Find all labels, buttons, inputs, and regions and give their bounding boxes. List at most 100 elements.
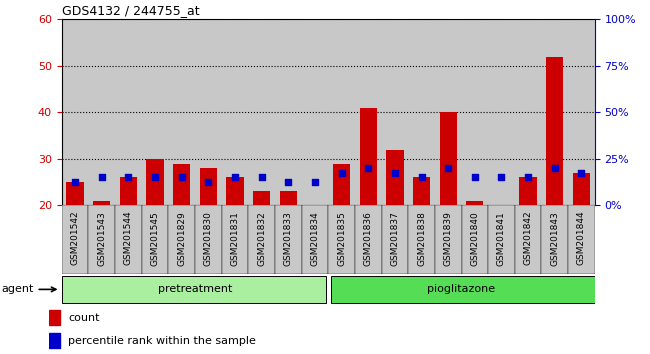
Text: GSM201544: GSM201544	[124, 211, 133, 266]
Point	[310, 179, 320, 185]
Bar	[435, 205, 462, 274]
Point	[203, 179, 213, 185]
Bar	[168, 19, 195, 205]
Point	[577, 170, 587, 176]
FancyBboxPatch shape	[331, 276, 595, 303]
Bar	[173, 164, 190, 205]
Bar	[88, 19, 115, 205]
Bar	[541, 19, 568, 205]
Bar	[142, 205, 168, 274]
Bar	[222, 19, 248, 205]
Bar	[49, 310, 60, 325]
Bar	[328, 19, 355, 205]
Text: GSM201545: GSM201545	[151, 211, 159, 266]
Bar	[568, 19, 595, 205]
Point	[256, 175, 267, 180]
Bar	[435, 19, 462, 205]
Text: GDS4132 / 244755_at: GDS4132 / 244755_at	[62, 4, 200, 17]
FancyBboxPatch shape	[62, 276, 326, 303]
Point	[70, 179, 81, 185]
Bar	[568, 205, 595, 274]
Bar	[462, 205, 488, 274]
Text: pioglitazone: pioglitazone	[428, 284, 495, 295]
Bar	[515, 205, 541, 274]
Bar	[248, 19, 275, 205]
Bar	[466, 201, 484, 205]
Text: GSM201829: GSM201829	[177, 211, 186, 266]
Text: GSM201841: GSM201841	[497, 211, 506, 266]
Bar	[515, 19, 541, 205]
Bar	[62, 19, 88, 205]
Point	[417, 175, 427, 180]
Bar	[115, 205, 142, 274]
Point	[523, 175, 533, 180]
Bar	[546, 57, 564, 205]
Bar	[195, 205, 222, 274]
Bar	[541, 205, 568, 274]
Bar	[519, 177, 537, 205]
Point	[177, 175, 187, 180]
Bar	[62, 205, 88, 274]
Bar	[382, 205, 408, 274]
Bar	[93, 201, 110, 205]
Point	[230, 175, 240, 180]
Bar	[408, 19, 435, 205]
Point	[337, 170, 347, 176]
Bar	[88, 205, 115, 274]
Bar	[462, 19, 488, 205]
Bar	[275, 19, 302, 205]
Bar	[66, 182, 84, 205]
Bar	[275, 205, 302, 274]
Text: GSM201842: GSM201842	[524, 211, 532, 266]
Bar	[302, 205, 328, 274]
Bar	[355, 19, 382, 205]
Text: agent: agent	[1, 284, 56, 295]
Text: GSM201844: GSM201844	[577, 211, 586, 266]
Bar	[248, 205, 275, 274]
Bar	[302, 19, 328, 205]
Text: count: count	[68, 313, 99, 323]
Bar	[488, 19, 515, 205]
Bar	[253, 192, 270, 205]
Text: GSM201843: GSM201843	[551, 211, 559, 266]
Bar	[115, 19, 142, 205]
Point	[363, 165, 373, 171]
Point	[497, 175, 507, 180]
Point	[96, 175, 107, 180]
Bar	[333, 164, 350, 205]
Text: GSM201831: GSM201831	[231, 211, 239, 266]
Point	[150, 175, 161, 180]
Text: GSM201830: GSM201830	[204, 211, 213, 266]
Bar	[355, 205, 382, 274]
Bar	[226, 177, 244, 205]
Point	[124, 175, 134, 180]
Text: GSM201837: GSM201837	[391, 211, 399, 266]
Point	[443, 165, 454, 171]
Bar	[488, 205, 515, 274]
Text: GSM201839: GSM201839	[444, 211, 452, 266]
Text: GSM201542: GSM201542	[71, 211, 79, 266]
Bar	[386, 150, 404, 205]
Bar	[142, 19, 168, 205]
Bar	[573, 173, 590, 205]
Text: pretreatment: pretreatment	[158, 284, 232, 295]
Bar	[120, 177, 137, 205]
Text: GSM201833: GSM201833	[284, 211, 292, 266]
Text: GSM201834: GSM201834	[311, 211, 319, 266]
Text: GSM201836: GSM201836	[364, 211, 372, 266]
Bar	[146, 159, 164, 205]
Bar	[200, 168, 217, 205]
Bar	[195, 19, 222, 205]
Bar	[408, 205, 435, 274]
Text: percentile rank within the sample: percentile rank within the sample	[68, 336, 256, 346]
Text: GSM201840: GSM201840	[471, 211, 479, 266]
Text: GSM201543: GSM201543	[98, 211, 106, 266]
Bar	[439, 113, 457, 205]
Bar	[359, 108, 377, 205]
Point	[390, 170, 400, 176]
Point	[283, 179, 294, 185]
Bar	[328, 205, 355, 274]
Bar	[280, 192, 297, 205]
Text: GSM201838: GSM201838	[417, 211, 426, 266]
Text: GSM201835: GSM201835	[337, 211, 346, 266]
